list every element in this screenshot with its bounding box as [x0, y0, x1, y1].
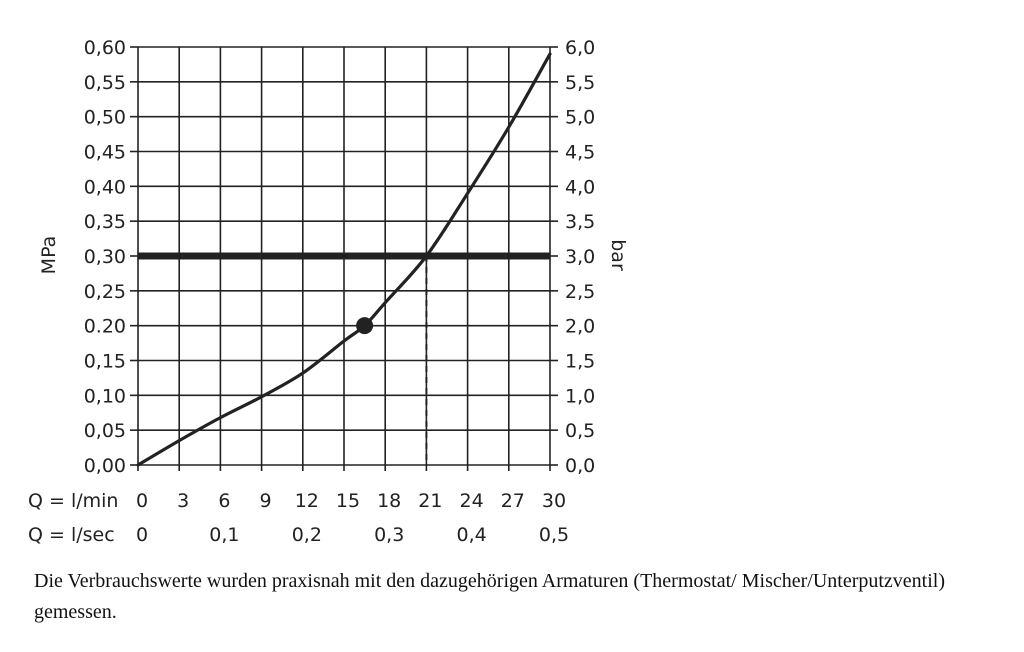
y-right-tick-label-9: 4,5: [565, 142, 595, 164]
x-secondary-tick-label-4: 0,4: [456, 524, 486, 546]
y-right-tick-label-11: 5,5: [565, 72, 595, 94]
y-left-ticks: 0,00 0,05 0,10 0,15 0.20 0,25 0,30 0,35 0,40 0,45…: [84, 37, 126, 477]
x-secondary-tick-label-5: 0,5: [539, 524, 569, 546]
marker-point: [356, 317, 374, 335]
y-right-tick-label-7: 3,5: [565, 211, 595, 233]
y-right-tick-label-10: 5,0: [565, 107, 595, 129]
y-right-tick-label-6: 3,0: [565, 246, 595, 268]
x-primary-tick-label-5: 15: [336, 490, 360, 512]
x-primary-tick-label-9: 27: [501, 490, 525, 512]
x-primary-tick-label-0: 0: [136, 490, 148, 512]
x-primary-tick-label-7: 21: [418, 490, 442, 512]
flow-pressure-chart: 0,000,050,100,150.200,250,300,350,400,45…: [28, 37, 629, 546]
x-secondary-tick-label-3: 0,3: [374, 524, 404, 546]
y-right-tick-label-12: 6,0: [565, 37, 595, 59]
x-primary-tick-label-8: 24: [460, 490, 484, 512]
y-right-tick-label-0: 0,0: [565, 455, 595, 477]
y-left-tick-label-2: 0,10: [84, 385, 126, 407]
y-left-tick-label-5: 0,25: [84, 281, 126, 303]
x-secondary-axis-label: Q = l/sec: [28, 524, 115, 546]
y-left-tick-label-11: 0,55: [84, 72, 126, 94]
y-right-tick-label-3: 1,5: [565, 351, 595, 373]
y-right-tick-label-2: 1,0: [565, 385, 595, 407]
y-left-tick-label-7: 0,35: [84, 211, 126, 233]
y-left-tick-label-4: 0.20: [84, 316, 126, 338]
x-primary-tick-label-1: 3: [177, 490, 189, 512]
x-primary-tick-label-10: 30: [542, 490, 566, 512]
x-primary-axis-label: Q = l/min: [28, 490, 118, 512]
x-secondary-tick-label-2: 0,2: [292, 524, 322, 546]
y-left-tick-label-9: 0,45: [84, 142, 126, 164]
x-secondary-tick-label-0: 0: [136, 524, 148, 546]
y-left-tick-label-3: 0,15: [84, 351, 126, 373]
y-right-tick-label-5: 2,5: [565, 281, 595, 303]
y-right-tick-label-8: 4,0: [565, 176, 595, 198]
chart-caption: Die Verbrauchswerte wurden praxisnah mit…: [34, 570, 945, 623]
y-left-tick-label-0: 0,00: [84, 455, 126, 477]
y-right-ticks: 0,0 0,5 1,0 1,5 2,0 2,5 3,0 3,5 4,0 4,5 5,0 5,5 6,0: [565, 37, 595, 477]
y-right-axis-label: bar: [607, 239, 629, 271]
y-left-axis-label: MPa: [38, 236, 60, 275]
y-left-tick-label-10: 0,50: [84, 107, 126, 129]
x-primary-tick-label-6: 18: [377, 490, 401, 512]
x-primary-tick-label-2: 6: [218, 490, 230, 512]
marker-group: [356, 317, 374, 335]
x-primary-tick-label-3: 9: [260, 490, 272, 512]
x-primary-tick-label-4: 12: [295, 490, 319, 512]
y-left-tick-label-1: 0,05: [84, 420, 126, 442]
x-secondary-tick-label-1: 0,1: [209, 524, 239, 546]
y-left-tick-label-12: 0,60: [84, 37, 126, 59]
y-right-tick-label-1: 0,5: [565, 420, 595, 442]
y-right-tick-label-4: 2,0: [565, 316, 595, 338]
y-left-tick-label-8: 0,40: [84, 176, 126, 198]
y-left-tick-label-6: 0,30: [84, 246, 126, 268]
x-secondary-ticks: 0 0,1 0,2 0,3 0,4 0,5: [136, 524, 569, 546]
x-primary-ticks: 0 3 6 9 12 15 18 21 24 27 30: [136, 490, 566, 512]
